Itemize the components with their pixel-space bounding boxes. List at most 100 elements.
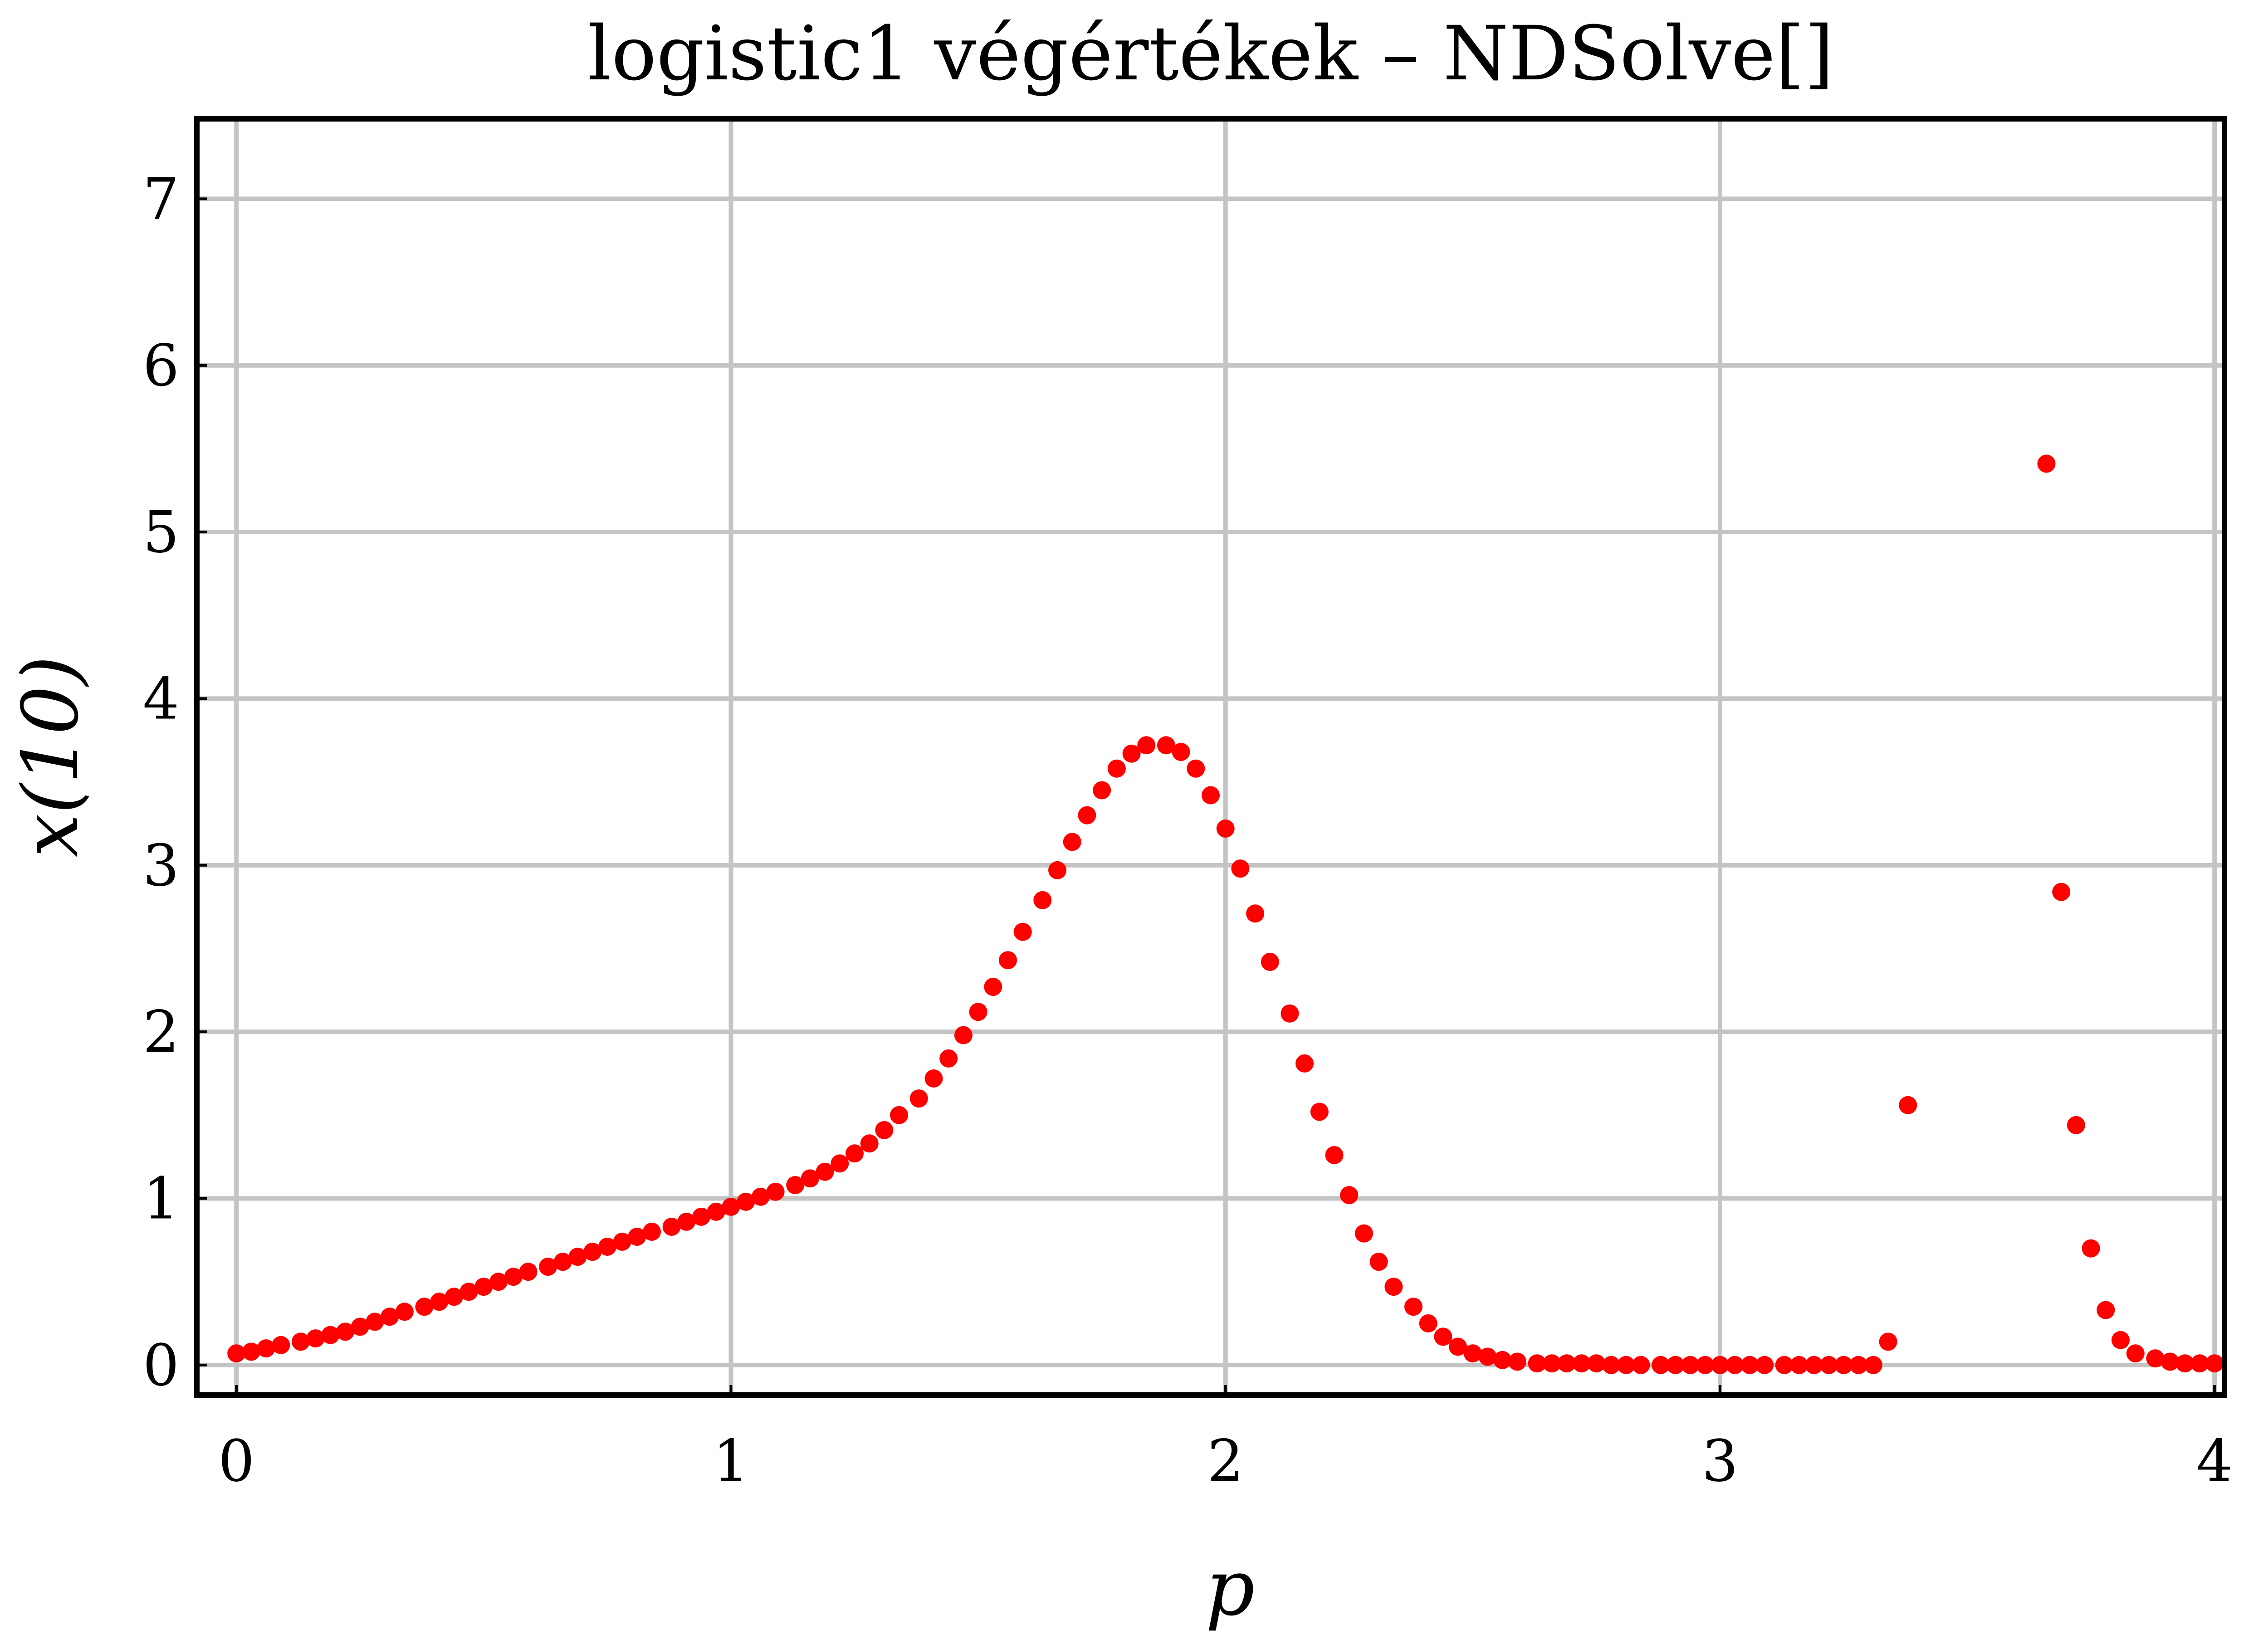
data-point [766,1182,785,1201]
data-point [2175,1354,2194,1373]
data-point [2082,1239,2100,1258]
data-point [415,1298,434,1316]
data-point [1775,1356,1794,1374]
data-point [1879,1332,1897,1351]
data-point [1048,861,1066,879]
data-point [1696,1356,1715,1374]
data-point [598,1238,616,1256]
y-tick-label: 1 [143,1166,179,1232]
data-point [677,1212,696,1231]
data-point [707,1202,725,1221]
data-point [2190,1354,2209,1373]
data-point [366,1312,384,1331]
data-point [1740,1356,1759,1374]
data-point [1310,1103,1329,1121]
data-point [539,1258,557,1276]
data-point [2067,1116,2085,1134]
data-point [504,1268,523,1286]
y-axis-label: x(10) [6,656,96,858]
data-point [1790,1356,1809,1374]
data-point [801,1169,819,1188]
data-point [2126,1344,2145,1363]
data-point [1078,806,1096,824]
data-point [2097,1301,2115,1319]
data-point [1805,1356,1823,1374]
data-point [1172,743,1190,761]
data-point [1281,1004,1299,1023]
data-point [751,1187,770,1206]
data-point [628,1228,646,1246]
data-point [786,1176,805,1195]
data-point [321,1326,340,1344]
data-point [613,1233,631,1251]
data-point [1419,1314,1437,1332]
data-point [1587,1354,1606,1373]
data-point [924,1069,943,1088]
data-point [939,1049,958,1068]
data-point [459,1283,478,1301]
y-tick-label: 6 [143,332,179,399]
data-point [1187,759,1205,778]
data-point [1602,1356,1621,1374]
data-point [1063,833,1081,851]
data-point [2052,883,2071,901]
data-point [306,1329,325,1348]
y-tick-label: 5 [143,499,179,566]
data-point [1864,1356,1882,1374]
data-points [227,454,2224,1374]
data-point [1295,1054,1314,1073]
x-tick-label: 4 [2196,1428,2233,1494]
plot-frame [194,116,2227,1398]
data-point [2146,1349,2165,1368]
data-point [1246,904,1265,923]
data-point [1899,1096,1917,1114]
data-point [737,1192,755,1211]
data-point [2161,1352,2180,1371]
data-point [1122,744,1141,763]
x-tick-label: 2 [1207,1428,1244,1494]
data-point [1013,922,1032,941]
data-point [1404,1298,1422,1316]
data-point [1478,1347,1497,1366]
data-point [875,1121,894,1139]
data-point [1137,736,1156,755]
y-tick-label: 7 [143,166,179,232]
data-point [474,1278,493,1296]
data-point [969,1003,987,1021]
data-point [336,1322,355,1341]
data-point [1652,1356,1670,1374]
x-tick-label: 1 [713,1428,749,1494]
data-point [1543,1354,1561,1373]
data-point [1819,1356,1838,1374]
data-point [909,1089,928,1108]
data-point [846,1144,864,1163]
data-point [1493,1351,1512,1369]
data-point [1558,1354,1576,1373]
data-point [242,1342,260,1361]
y-tick-label: 3 [143,832,179,899]
data-point [445,1288,463,1306]
data-point [430,1293,449,1311]
data-point [816,1162,834,1181]
data-point [553,1253,572,1271]
data-point [381,1307,399,1326]
data-point [831,1154,849,1173]
data-point [489,1273,508,1291]
data-point [257,1339,275,1358]
data-point [1632,1356,1650,1374]
data-point [692,1207,710,1226]
data-point [1157,736,1175,755]
data-point [1369,1253,1388,1271]
data-point [568,1248,587,1266]
grid [197,119,2224,1395]
data-point [1725,1356,1744,1374]
data-point [1093,781,1111,800]
data-point [583,1243,602,1261]
data-point [1463,1344,1482,1363]
data-point [1033,891,1052,909]
data-point [1681,1356,1700,1374]
data-point [643,1223,661,1241]
data-point [1202,786,1220,805]
data-point [984,978,1002,996]
